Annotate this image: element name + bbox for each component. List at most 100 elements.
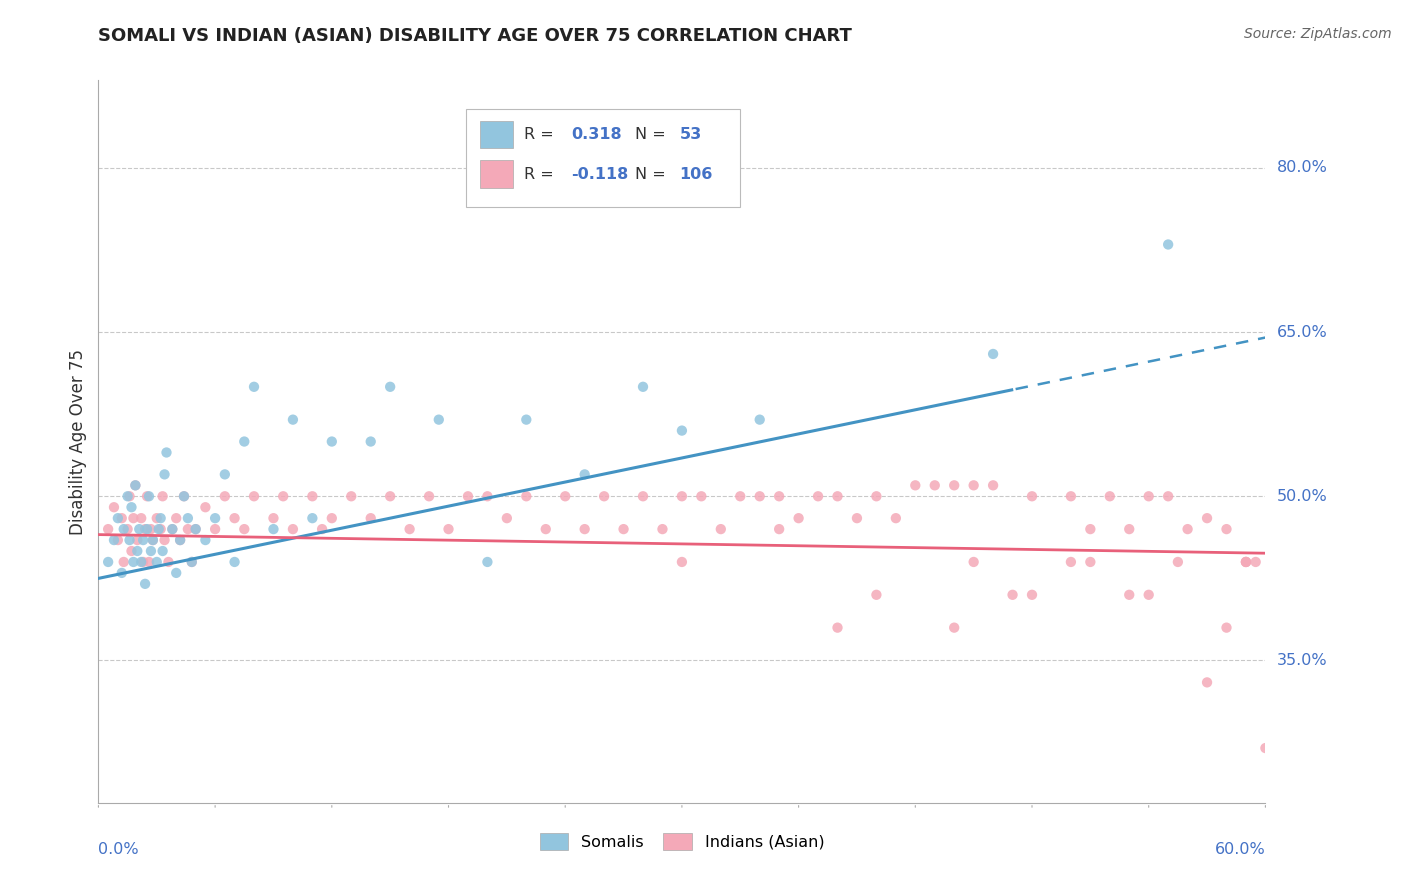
Point [224,555,246,569]
Point [827,621,849,635]
Point [118,533,141,547]
Point [1118,522,1140,536]
Point [807,489,830,503]
Point [1254,741,1277,756]
Point [136,522,159,536]
Point [111,566,134,580]
Point [262,511,284,525]
Text: 80.0%: 80.0% [1277,161,1327,176]
Point [1137,588,1160,602]
Point [233,522,256,536]
Text: R =: R = [524,127,560,142]
Point [398,522,420,536]
Point [554,489,576,503]
Point [107,533,129,547]
Point [301,489,323,503]
Point [173,489,195,503]
Point [262,522,284,536]
Y-axis label: Disability Age Over 75: Disability Age Over 75 [69,349,87,534]
Point [534,522,557,536]
Point [651,522,673,536]
Point [360,511,382,525]
Point [710,522,733,536]
Point [204,522,226,536]
Point [97,555,120,569]
Point [865,489,887,503]
Point [162,522,184,536]
Text: -0.118: -0.118 [571,167,628,182]
Point [1157,237,1180,252]
Point [981,347,1004,361]
Point [169,533,191,547]
Point [1001,588,1024,602]
Point [142,533,165,547]
Point [943,478,966,492]
Point [122,555,145,569]
Point [152,544,174,558]
Point [153,533,176,547]
Point [748,412,770,426]
Point [768,522,790,536]
Text: 106: 106 [679,167,713,182]
Point [224,511,246,525]
Point [981,478,1004,492]
Point [169,533,191,547]
Point [457,489,479,503]
Point [593,489,616,503]
Point [124,478,146,492]
Point [103,533,125,547]
Text: 50.0%: 50.0% [1277,489,1327,504]
Point [1060,489,1083,503]
Point [671,489,693,503]
Point [1177,522,1199,536]
Point [1215,522,1237,536]
Text: 35.0%: 35.0% [1277,653,1327,668]
Point [139,544,162,558]
Point [117,489,139,503]
Point [134,577,156,591]
Point [281,522,304,536]
Point [180,555,202,569]
Point [827,489,849,503]
Point [865,588,887,602]
Point [138,489,160,503]
Point [194,500,217,515]
Point [142,533,165,547]
Point [1157,489,1180,503]
Point [1167,555,1189,569]
Point [730,489,752,503]
Point [380,380,402,394]
Point [1021,489,1043,503]
Point [136,489,159,503]
Text: 53: 53 [679,127,702,142]
Point [149,522,172,536]
Point [671,555,693,569]
Text: 60.0%: 60.0% [1215,842,1265,856]
Point [117,522,139,536]
Point [768,489,790,503]
Point [281,412,304,426]
Point [132,555,155,569]
Point [846,511,869,525]
Point [134,522,156,536]
Point [1215,621,1237,635]
Point [943,621,966,635]
Bar [479,161,513,188]
Point [129,555,152,569]
Point [127,544,149,558]
Point [1080,522,1102,536]
Text: R =: R = [524,167,560,182]
Point [380,489,402,503]
Point [437,522,460,536]
Point [121,544,143,558]
Text: Source: ZipAtlas.com: Source: ZipAtlas.com [1244,27,1392,41]
Point [184,522,207,536]
Point [1195,675,1218,690]
Point [1098,489,1121,503]
Point [138,555,160,569]
Point [1060,555,1083,569]
Text: N =: N = [636,127,671,142]
Point [148,522,170,536]
Point [301,511,323,525]
Point [631,380,654,394]
